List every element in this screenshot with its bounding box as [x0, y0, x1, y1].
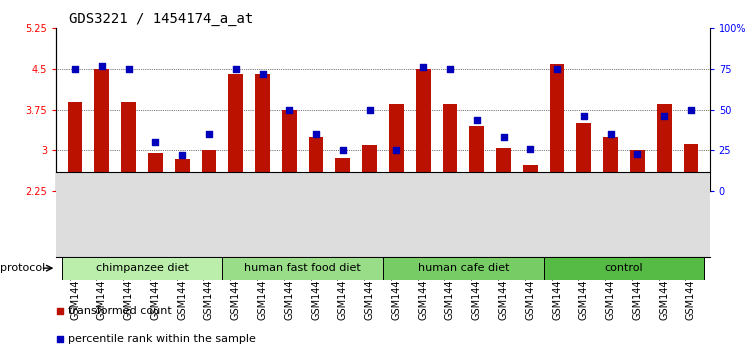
Point — [272, 216, 284, 222]
Bar — [62, 257, 222, 280]
Bar — [362, 145, 377, 191]
Bar — [416, 69, 430, 191]
Text: GDS3221 / 1454174_a_at: GDS3221 / 1454174_a_at — [69, 12, 254, 26]
Bar — [523, 165, 538, 191]
Text: human fast food diet: human fast food diet — [244, 263, 361, 273]
Bar — [630, 150, 645, 191]
Point — [363, 107, 376, 113]
Point — [632, 151, 644, 156]
Point — [605, 131, 617, 137]
Point — [176, 153, 189, 158]
Point — [391, 148, 403, 153]
Bar — [222, 257, 383, 280]
Point — [283, 107, 295, 113]
Bar — [383, 257, 544, 280]
Bar — [201, 150, 216, 191]
Text: protocol: protocol — [0, 263, 45, 273]
Bar — [683, 144, 698, 191]
Bar — [469, 126, 484, 191]
Bar — [603, 137, 618, 191]
Bar — [442, 104, 457, 191]
Bar — [657, 104, 671, 191]
Point — [203, 131, 215, 137]
Text: human cafe diet: human cafe diet — [418, 263, 509, 273]
Point — [471, 117, 483, 122]
Point — [578, 113, 590, 119]
Bar — [255, 74, 270, 191]
Point — [497, 135, 509, 140]
Text: chimpanzee diet: chimpanzee diet — [95, 263, 189, 273]
Point — [524, 146, 536, 152]
Point — [658, 113, 670, 119]
Point — [122, 66, 134, 72]
Bar — [228, 74, 243, 191]
Bar — [148, 153, 163, 191]
Bar — [577, 123, 591, 191]
Point — [337, 148, 349, 153]
Text: transformed count: transformed count — [68, 306, 171, 316]
Point — [230, 66, 242, 72]
Bar — [175, 159, 189, 191]
Text: control: control — [605, 263, 644, 273]
Bar — [68, 102, 83, 191]
Point — [310, 131, 322, 137]
Point — [444, 66, 456, 72]
Point — [69, 66, 81, 72]
Bar — [336, 158, 350, 191]
Point — [257, 71, 269, 77]
Point — [417, 64, 429, 70]
Text: percentile rank within the sample: percentile rank within the sample — [68, 334, 255, 344]
Point — [96, 63, 108, 69]
Bar — [544, 257, 704, 280]
Bar — [121, 102, 136, 191]
Bar — [389, 104, 404, 191]
Bar — [550, 64, 565, 191]
Point — [685, 107, 697, 113]
Bar — [309, 137, 324, 191]
Bar — [282, 110, 297, 191]
Point — [551, 66, 563, 72]
Point — [149, 139, 161, 145]
Bar — [95, 69, 109, 191]
Bar — [496, 148, 511, 191]
